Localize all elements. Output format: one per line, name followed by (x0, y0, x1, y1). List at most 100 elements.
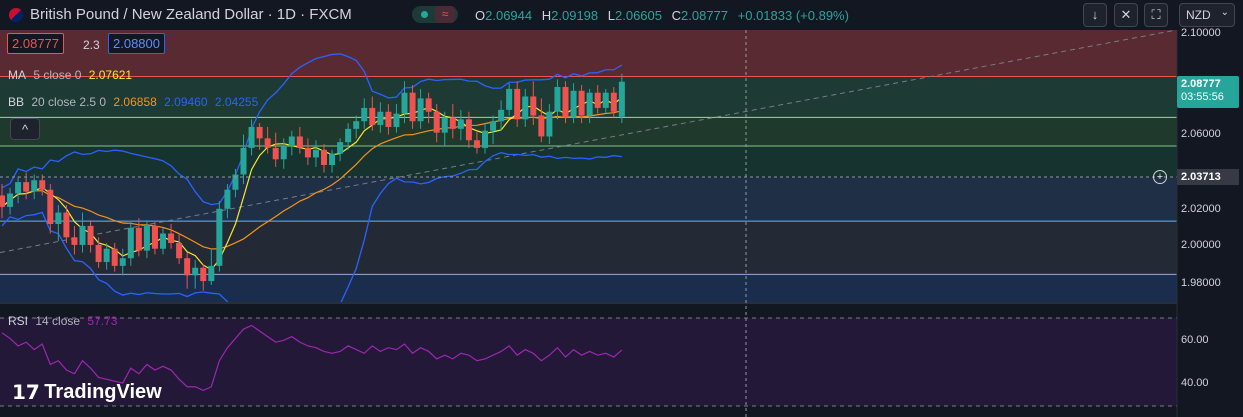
change-value: +0.01833 (+0.89%) (737, 8, 849, 23)
candle[interactable] (224, 184, 231, 219)
candle[interactable] (192, 260, 199, 289)
buy-price-button[interactable]: 2.08800 (108, 33, 165, 54)
candle[interactable] (538, 98, 545, 143)
collapse-legend-button[interactable]: ^ (10, 118, 40, 140)
candle[interactable] (288, 130, 295, 156)
symbol-flag-icon (9, 8, 23, 22)
candle[interactable] (200, 263, 207, 291)
candle[interactable] (127, 222, 134, 266)
bb-legend[interactable]: BB 20 close 2.5 0 2.06858 2.09460 2.0425… (8, 95, 262, 109)
candle[interactable] (272, 132, 279, 167)
tradingview-logo[interactable]: 𝟭𝟳 TradingView (12, 380, 162, 405)
candle-body (143, 225, 150, 251)
candle[interactable] (522, 88, 529, 127)
candle[interactable] (176, 233, 183, 264)
candle[interactable] (345, 123, 352, 150)
candle[interactable] (361, 98, 368, 129)
collapse-icon[interactable]: ✕ (1114, 3, 1138, 27)
candle[interactable] (602, 88, 609, 114)
candle[interactable] (594, 85, 601, 114)
candle[interactable] (296, 126, 303, 154)
candle[interactable] (79, 212, 86, 253)
candle[interactable] (135, 218, 142, 257)
currency-select[interactable]: NZD ⌄ (1179, 3, 1235, 27)
candle[interactable] (353, 115, 360, 139)
candle[interactable] (87, 220, 94, 253)
candle[interactable] (449, 104, 456, 139)
candle[interactable] (111, 243, 118, 272)
candle[interactable] (168, 223, 175, 249)
candle[interactable] (208, 248, 215, 285)
candle[interactable] (490, 115, 497, 145)
candle[interactable] (31, 174, 38, 200)
candle[interactable] (457, 109, 464, 141)
candle[interactable] (184, 252, 191, 289)
candle[interactable] (321, 144, 327, 173)
candle[interactable] (482, 123, 488, 154)
bb-basis-value: 2.06858 (113, 95, 157, 109)
fullscreen-icon[interactable]: ⛶ (1144, 3, 1168, 27)
candle[interactable] (546, 104, 553, 145)
arrow-down-icon[interactable]: ↓ (1083, 3, 1107, 27)
candle[interactable] (15, 176, 22, 204)
candle[interactable] (304, 138, 311, 165)
candle[interactable] (554, 79, 561, 120)
candle[interactable] (586, 88, 593, 124)
candle[interactable] (232, 168, 239, 198)
candle[interactable] (264, 126, 271, 154)
candle[interactable] (216, 201, 223, 272)
candle[interactable] (570, 83, 577, 124)
candle[interactable] (0, 184, 5, 219)
candle[interactable] (530, 81, 537, 126)
candle[interactable] (578, 85, 585, 124)
sell-price-button[interactable]: 2.08777 (7, 33, 64, 54)
candle[interactable] (63, 204, 70, 244)
candle[interactable] (240, 134, 247, 185)
candle[interactable] (312, 140, 319, 167)
candle[interactable] (71, 225, 78, 255)
candle[interactable] (39, 174, 46, 196)
candle[interactable] (433, 104, 440, 143)
candle[interactable] (618, 73, 625, 124)
candle[interactable] (417, 88, 424, 129)
candle[interactable] (280, 138, 287, 169)
symbol-title[interactable]: British Pound / New Zealand Dollar · 1D … (30, 6, 352, 23)
candle[interactable] (160, 227, 166, 255)
candle[interactable] (401, 81, 408, 124)
candle[interactable] (55, 204, 62, 242)
candle[interactable] (119, 248, 126, 276)
candle[interactable] (385, 104, 392, 135)
market-status-badge[interactable]: ≈ (412, 6, 458, 23)
candle[interactable] (95, 237, 102, 268)
candle[interactable] (337, 138, 344, 162)
candle[interactable] (441, 111, 448, 146)
candle[interactable] (377, 102, 384, 133)
candle[interactable] (473, 130, 480, 154)
candle[interactable] (409, 85, 416, 129)
candle[interactable] (514, 81, 521, 127)
trend-line[interactable] (0, 29, 1178, 254)
candle-body (433, 111, 440, 133)
candle[interactable] (103, 243, 110, 270)
candle[interactable] (498, 100, 505, 131)
candle[interactable] (610, 86, 617, 118)
candle[interactable] (506, 83, 513, 116)
crosshair-plus-icon[interactable]: + (1153, 170, 1167, 184)
candle[interactable] (562, 81, 569, 124)
rsi-legend[interactable]: RSI 14 close 57.73 (8, 314, 121, 328)
candle[interactable] (7, 187, 14, 215)
candle[interactable] (393, 104, 400, 133)
candle[interactable] (248, 119, 255, 156)
candle[interactable] (151, 222, 158, 255)
wave-icon: ≈ (435, 6, 455, 23)
candle[interactable] (47, 184, 54, 234)
ma-legend[interactable]: MA 5 close 0 2.07621 (8, 68, 136, 82)
candle[interactable] (329, 149, 336, 173)
candle[interactable] (143, 220, 150, 259)
candle[interactable] (465, 111, 472, 148)
candle[interactable] (256, 123, 263, 150)
candle[interactable] (425, 92, 432, 124)
candle[interactable] (369, 96, 376, 131)
candle-body (240, 147, 247, 175)
